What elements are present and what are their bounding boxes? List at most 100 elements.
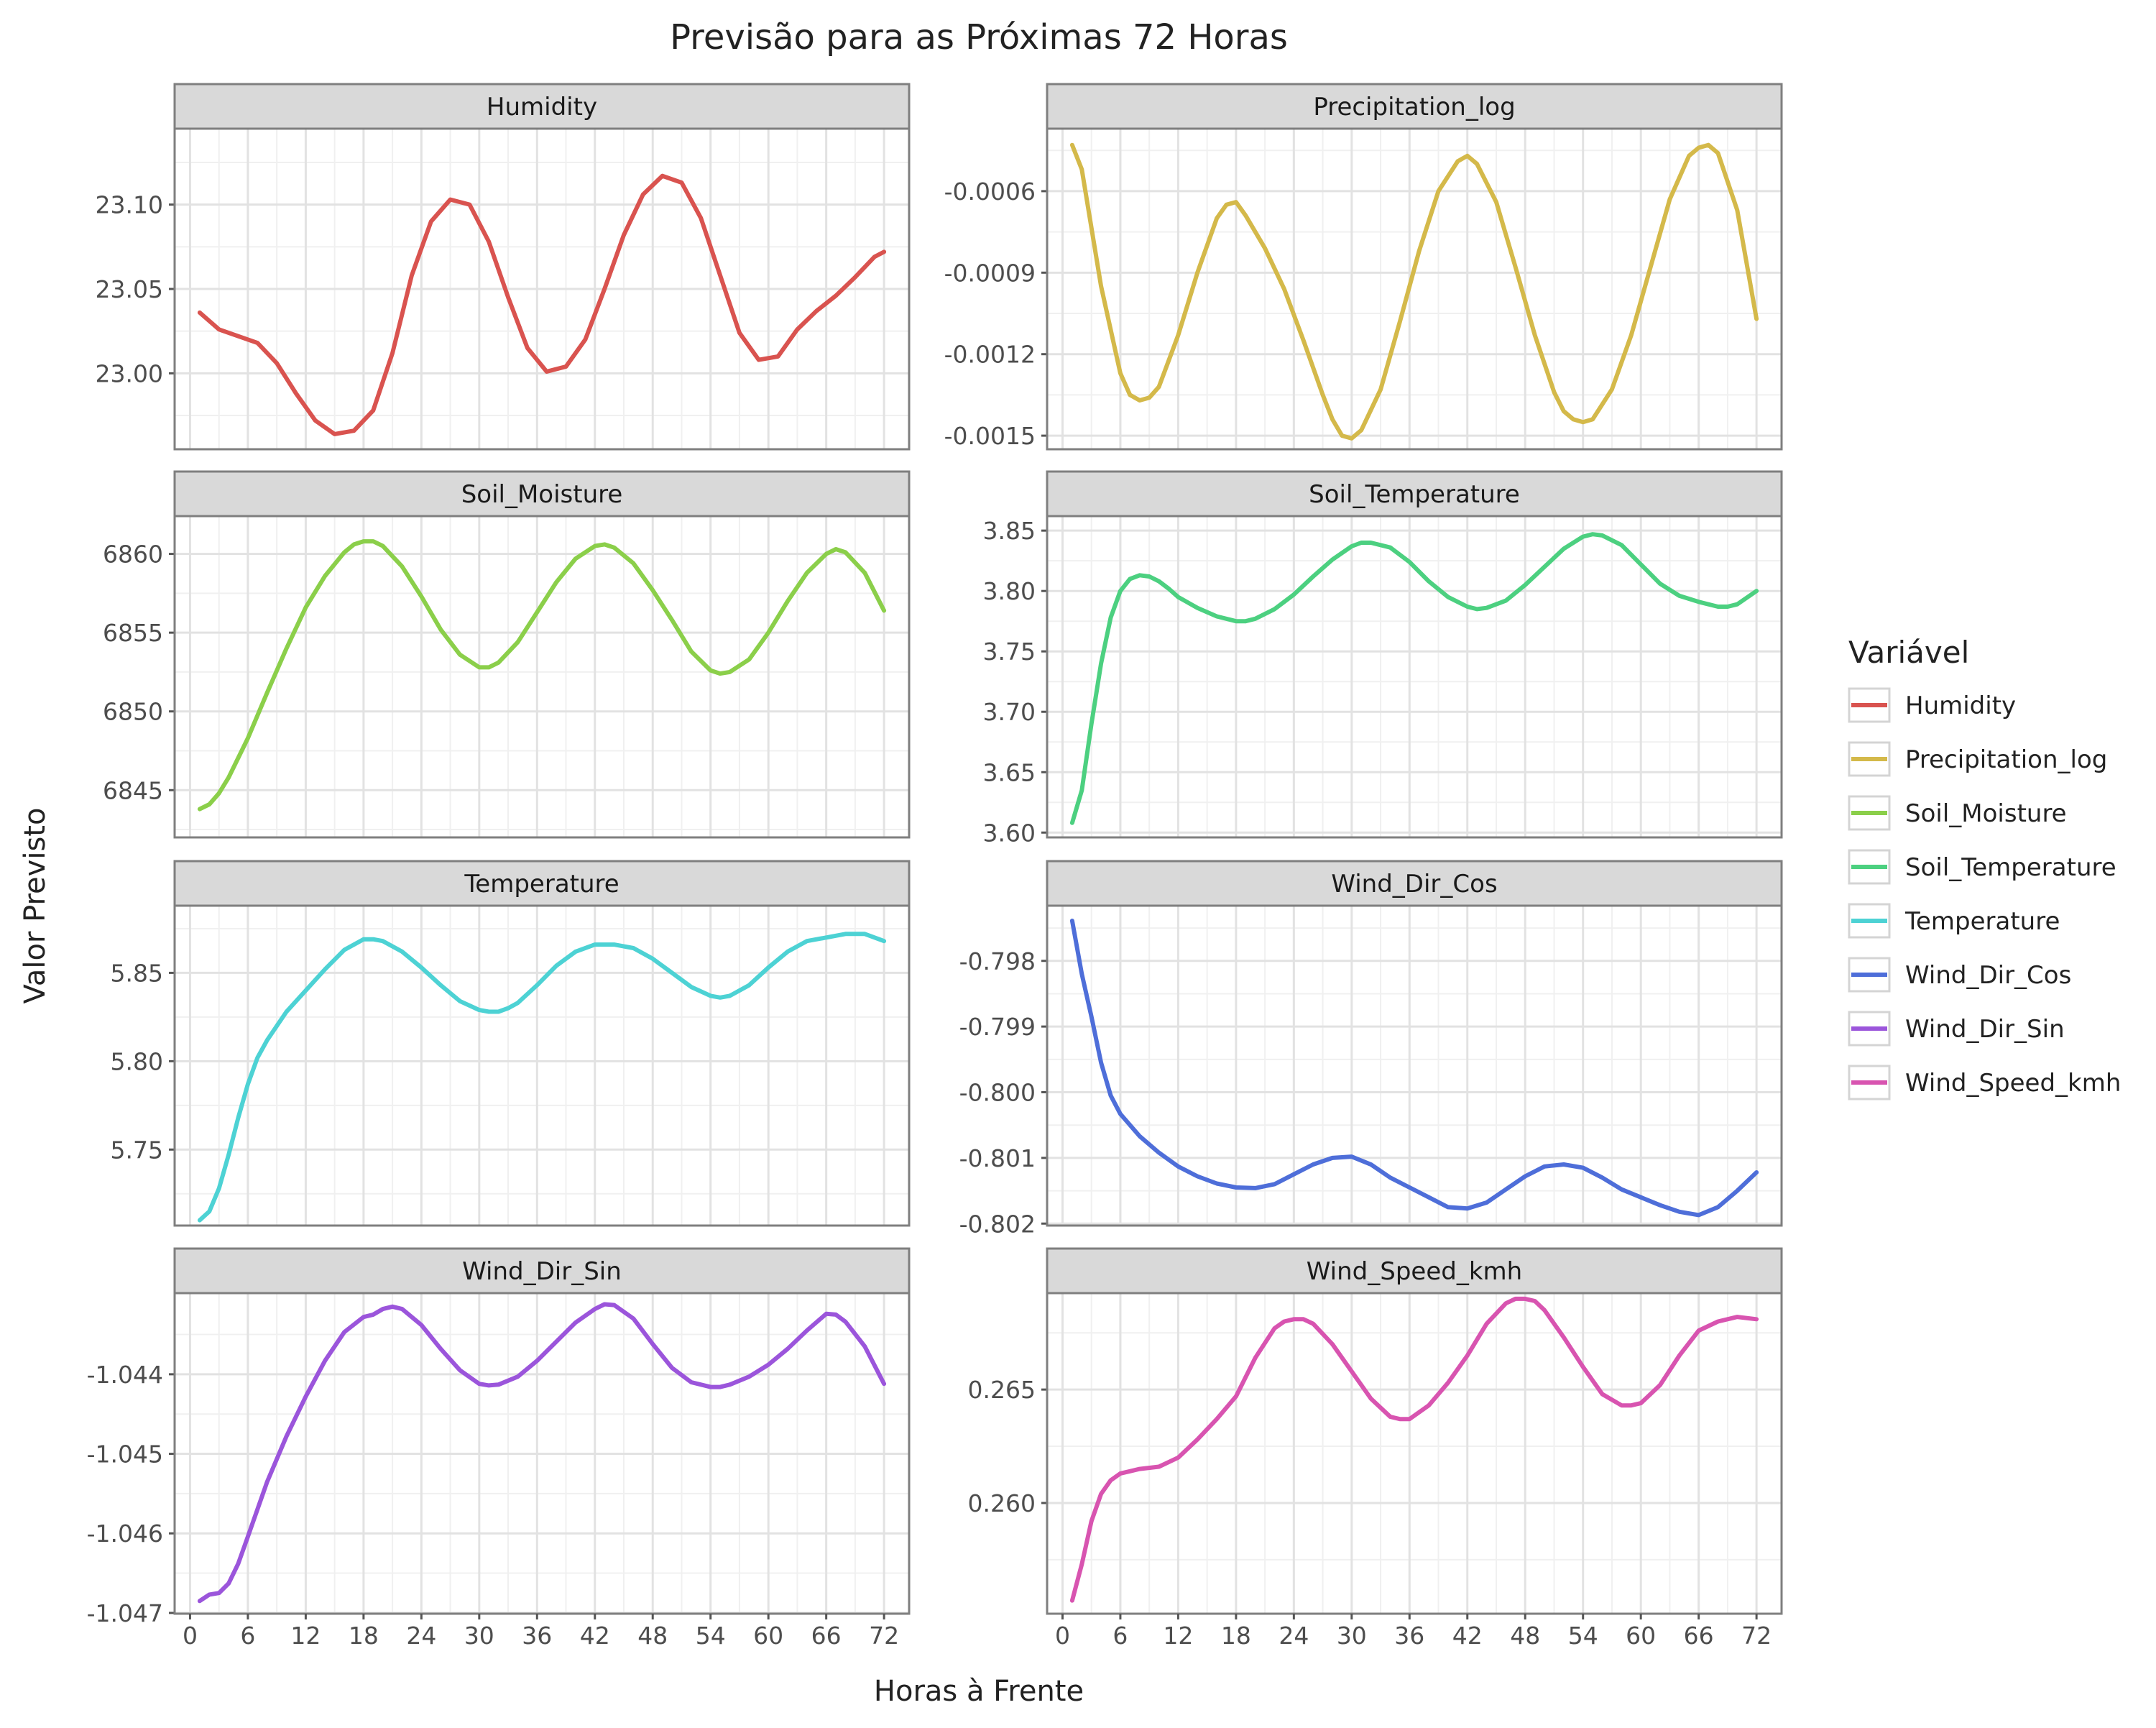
panel-border [173, 904, 911, 1227]
y-tick-label: -0.799 [959, 1013, 1036, 1041]
panel-wind-dir-sin: Wind_Dir_Sin -1.047 -1.046 -1.045 -1.044 0 6 12… [87, 1247, 911, 1650]
legend-item-wind-dir-cos: Wind_Dir_Cos [1848, 957, 2071, 993]
x-tick-label: 36 [522, 1622, 552, 1650]
y-tick-label: -0.0009 [944, 259, 1036, 287]
x-tick-label: 54 [1568, 1622, 1598, 1650]
facet-strip-label: Wind_Speed_kmh [1307, 1257, 1522, 1286]
facet-strip [173, 83, 911, 130]
legend-item-wind-dir-sin: Wind_Dir_Sin [1848, 1011, 2065, 1047]
legend-item-soil-temperature: Soil_Temperature [1848, 849, 2116, 885]
y-tick-label: 23.00 [96, 359, 163, 387]
facet-strip-label: Wind_Dir_Cos [1331, 870, 1497, 899]
panel-background [1047, 129, 1782, 449]
y-tick-label: -0.798 [959, 947, 1036, 975]
legend-title: Variável [1848, 635, 1969, 670]
x-tick-label: 6 [240, 1622, 255, 1650]
x-tick-label: 60 [753, 1622, 783, 1650]
y-tick-label: 6845 [103, 776, 163, 804]
legend-label: Humidity [1905, 691, 2016, 720]
x-tick-label: 18 [1221, 1622, 1251, 1650]
legend-label: Soil_Temperature [1905, 853, 2116, 882]
legend-label: Wind_Dir_Cos [1905, 961, 2071, 990]
x-tick-label: 24 [406, 1622, 436, 1650]
x-tick-label: 30 [1337, 1622, 1367, 1650]
legend-item-temperature: Temperature [1848, 903, 2060, 939]
panel-border [1046, 515, 1783, 839]
legend-label: Precipitation_log [1905, 745, 2107, 774]
panel-precipitation-log: Precipitation_log -0.0015 -0.0012 -0.0009 -0… [944, 83, 1783, 451]
facet-strip-label: Soil_Temperature [1309, 480, 1520, 509]
panel-wind-dir-cos: Wind_Dir_Cos -0.802 -0.801 -0.800 -0.799 -0.7… [959, 860, 1783, 1238]
series-line-wind-dir-sin [197, 1302, 887, 1604]
x-tick-label: 42 [1452, 1622, 1483, 1650]
chart-title: Previsão para as Próximas 72 Horas [670, 17, 1288, 58]
panel-humidity: Humidity 23.00 23.05 23.10 [96, 83, 911, 451]
y-tick-label: 3.60 [983, 819, 1036, 847]
y-tick-label: -0.0006 [944, 178, 1036, 206]
x-tick-label: 30 [464, 1622, 494, 1650]
y-tick-label: 5.85 [111, 959, 163, 987]
series-line-soil-temperature [1069, 532, 1759, 825]
y-tick-label: 5.80 [111, 1047, 163, 1075]
legend-label: Wind_Speed_kmh [1905, 1069, 2121, 1098]
legend-item-precipitation-log: Precipitation_log [1848, 741, 2107, 777]
legend-label: Temperature [1904, 907, 2060, 936]
x-tick-label: 72 [1741, 1622, 1772, 1650]
x-tick-label: 48 [1510, 1622, 1540, 1650]
series-line-soil-moisture [197, 539, 887, 812]
y-tick-label: 3.85 [983, 517, 1036, 545]
panel-border [173, 515, 911, 839]
panel-border [1046, 127, 1783, 451]
facet-strip-label: Wind_Dir_Sin [462, 1257, 622, 1286]
legend-key [1848, 741, 1891, 777]
y-tick-label: 23.05 [96, 275, 163, 303]
x-tick-label: 0 [183, 1622, 198, 1650]
facet-strip [1046, 470, 1783, 518]
facet-strip-label: Soil_Moisture [461, 480, 623, 509]
y-tick-label: -0.802 [959, 1210, 1036, 1238]
y-tick-label: 0.260 [968, 1489, 1036, 1517]
y-tick-label: -0.800 [959, 1079, 1036, 1107]
legend-label: Wind_Dir_Sin [1905, 1015, 2065, 1044]
facet-strip [1046, 860, 1783, 907]
panel-background [175, 516, 909, 837]
facet-strip [1046, 1247, 1783, 1295]
series-line-wind-speed-kmh [1069, 1296, 1759, 1603]
y-tick-label: -0.0015 [944, 422, 1036, 450]
panel-border [1046, 1292, 1783, 1615]
facet-strip-label: Precipitation_log [1313, 93, 1515, 121]
y-tick-label: -1.044 [87, 1361, 163, 1389]
panel-temperature: Temperature 5.75 5.80 5.85 [111, 860, 911, 1227]
panel-soil-temperature: Soil_Temperature 3.60 3.65 3.70 3.75 3.80 3.85 [983, 470, 1783, 847]
x-tick-label: 72 [869, 1622, 899, 1650]
x-tick-label: 0 [1055, 1622, 1070, 1650]
y-tick-label: 3.70 [983, 698, 1036, 726]
legend-label: Soil_Moisture [1905, 799, 2067, 828]
legend-item-soil-moisture: Soil_Moisture [1848, 795, 2067, 831]
y-tick-label: -1.045 [87, 1440, 163, 1469]
x-tick-label: 54 [696, 1622, 726, 1650]
x-tick-label: 66 [811, 1622, 842, 1650]
legend: Variável Humidity Precipitation_log Soil_M… [1848, 635, 2121, 1100]
series-line-precipitation-log [1069, 142, 1759, 441]
y-tick-label: -1.046 [87, 1520, 163, 1548]
panel-border [173, 1292, 911, 1615]
series-line-temperature [197, 932, 887, 1223]
y-tick-label: 6855 [103, 619, 163, 647]
x-tick-label: 6 [1112, 1622, 1128, 1650]
x-tick-label: 36 [1394, 1622, 1424, 1650]
y-tick-label: -0.0012 [944, 341, 1036, 369]
x-tick-label: 12 [1163, 1622, 1193, 1650]
facet-strip [173, 1247, 911, 1295]
legend-item-wind-speed-kmh: Wind_Speed_kmh [1848, 1065, 2121, 1100]
x-tick-label: 18 [349, 1622, 379, 1650]
y-tick-label: 3.80 [983, 577, 1036, 605]
y-tick-label: 6850 [103, 698, 163, 726]
panel-background [175, 906, 909, 1226]
y-tick-label: 3.65 [983, 758, 1036, 786]
y-axis-title: Valor Previsto [19, 808, 52, 1004]
y-tick-label: -1.047 [87, 1599, 163, 1627]
x-tick-label: 24 [1279, 1622, 1309, 1650]
panel-background [1047, 906, 1782, 1226]
y-tick-label: 6860 [103, 541, 163, 569]
